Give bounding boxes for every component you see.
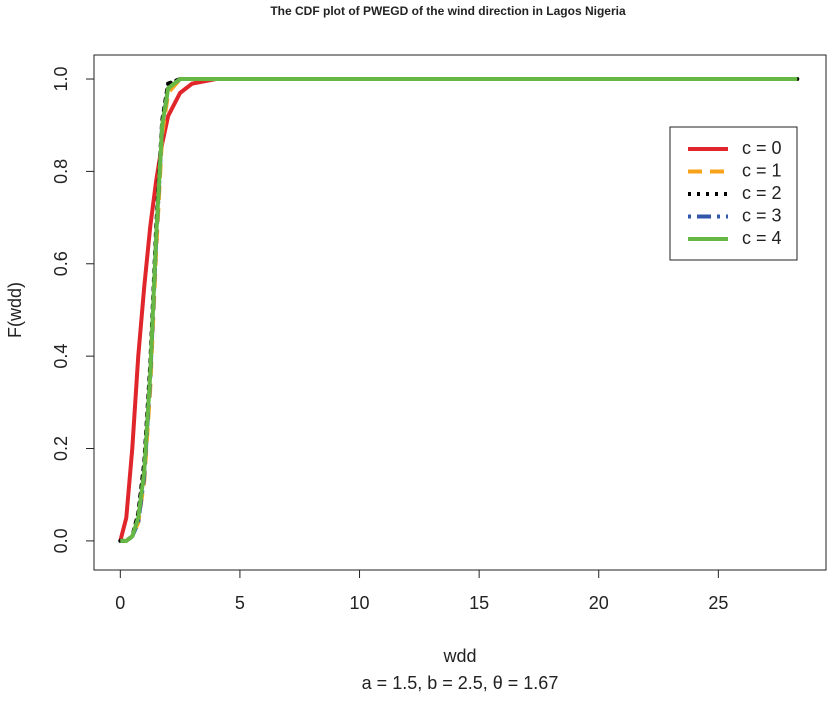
y-tick-label: 0.0 <box>51 528 71 553</box>
legend-label: c = 0 <box>742 138 782 158</box>
legend-label: c = 4 <box>742 228 782 248</box>
legend-label: c = 3 <box>742 205 782 225</box>
y-tick-label: 1.0 <box>51 67 71 92</box>
chart-title: The CDF plot of PWEGD of the wind direct… <box>270 4 626 18</box>
legend-label: c = 2 <box>742 183 782 203</box>
y-tick-label: 0.2 <box>51 436 71 461</box>
y-tick-label: 0.4 <box>51 344 71 369</box>
x-tick-label: 25 <box>708 593 728 613</box>
x-tick-label: 15 <box>469 593 489 613</box>
x-tick-label: 5 <box>235 593 245 613</box>
legend-label: c = 1 <box>742 160 782 180</box>
x-tick-label: 20 <box>589 593 609 613</box>
subtitle: a = 1.5, b = 2.5, θ = 1.67 <box>362 673 559 693</box>
x-tick-label: 0 <box>115 593 125 613</box>
y-tick-label: 0.8 <box>51 159 71 184</box>
x-tick-label: 10 <box>350 593 370 613</box>
y-tick-label: 0.6 <box>51 251 71 276</box>
y-axis-label: F(wdd) <box>5 282 25 338</box>
x-axis-label: wdd <box>442 646 476 666</box>
series-line <box>120 77 798 543</box>
